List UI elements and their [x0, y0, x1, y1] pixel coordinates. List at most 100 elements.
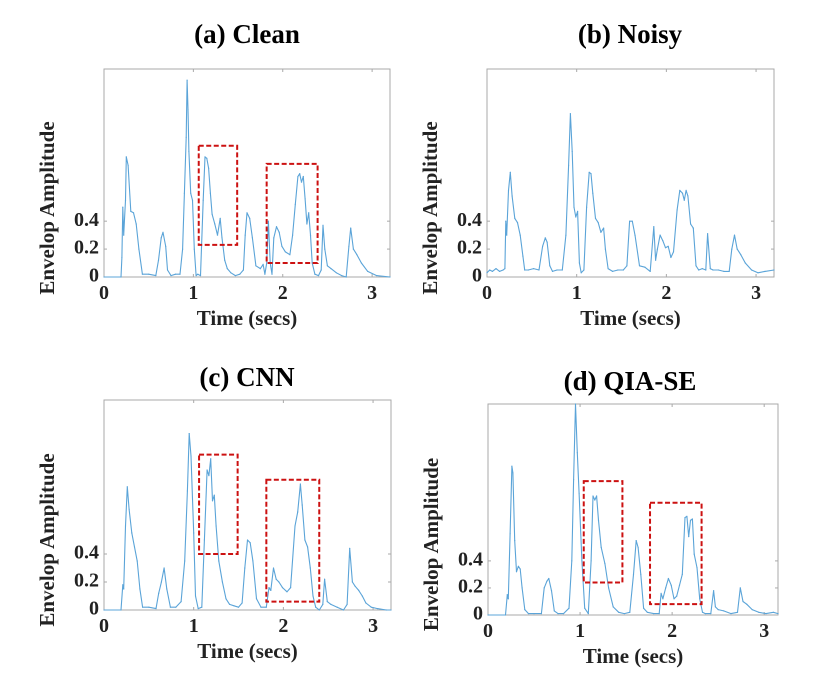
data-point — [617, 269, 619, 271]
data-point — [361, 595, 363, 597]
data-point — [728, 270, 730, 272]
data-point — [679, 189, 681, 191]
data-point — [730, 613, 732, 615]
data-point — [142, 606, 144, 608]
data-point — [634, 234, 636, 236]
data-point — [664, 247, 667, 249]
x-tick-label: 1 — [575, 620, 585, 642]
y-axis-label: Envelop Amplitude — [419, 458, 443, 631]
data-point — [259, 268, 261, 270]
data-point — [136, 560, 138, 562]
data-point — [180, 601, 182, 603]
data-point — [370, 606, 372, 608]
data-point — [587, 613, 589, 615]
data-point — [131, 532, 133, 534]
data-point — [687, 195, 689, 197]
x-tick-label: 0 — [482, 282, 492, 304]
data-point — [255, 265, 257, 267]
data-point — [714, 606, 717, 608]
data-point — [260, 606, 262, 608]
data-point — [553, 610, 555, 612]
axes-frame — [486, 68, 775, 278]
subplot-b: (b) Noisy 0 1 2 3 0 0.2 0.4 Time (secs) Envelop A… — [418, 19, 775, 330]
data-point — [148, 273, 150, 275]
envelope-line — [486, 113, 775, 274]
data-point — [376, 608, 379, 610]
data-point — [556, 269, 558, 271]
data-point — [132, 212, 135, 214]
data-point — [512, 472, 514, 474]
data-point — [336, 606, 338, 608]
data-point — [655, 259, 657, 261]
data-point — [208, 475, 210, 477]
data-point — [486, 272, 488, 274]
data-point — [267, 220, 269, 222]
data-point — [314, 273, 316, 275]
data-point — [704, 613, 706, 615]
data-point — [306, 223, 308, 225]
data-point — [122, 584, 124, 586]
data-point — [326, 265, 328, 267]
data-point — [723, 610, 725, 612]
data-point — [594, 499, 596, 501]
data-point — [746, 603, 748, 605]
data-point — [717, 269, 720, 271]
data-point — [580, 272, 582, 274]
data-point — [571, 560, 573, 562]
data-point — [166, 269, 169, 271]
data-point — [183, 192, 185, 194]
data-point — [562, 613, 565, 615]
data-point — [757, 272, 759, 274]
data-point — [324, 578, 326, 580]
data-point — [632, 573, 635, 576]
data-point — [155, 275, 157, 277]
data-point — [612, 270, 614, 272]
highlight-box — [265, 162, 319, 265]
data-point — [623, 613, 625, 615]
data-point — [123, 588, 125, 590]
data-point — [193, 248, 195, 250]
data-point — [127, 164, 129, 166]
data-point — [603, 227, 605, 229]
data-point — [736, 611, 739, 613]
data-point — [335, 272, 337, 274]
data-point — [594, 217, 597, 219]
axes-frame — [103, 399, 392, 611]
data-point — [197, 273, 199, 275]
data-point — [689, 519, 692, 521]
data-point — [681, 573, 683, 576]
data-point — [213, 494, 215, 496]
data-point — [699, 598, 701, 600]
data-point — [670, 584, 672, 586]
data-point — [266, 262, 268, 264]
data-point — [524, 609, 526, 611]
data-point — [600, 231, 602, 233]
y-tick-label: 0 — [473, 603, 483, 625]
axes-frame — [103, 68, 391, 278]
data-point — [121, 256, 123, 259]
x-axis-label: Time (secs) — [197, 306, 298, 330]
data-point — [629, 611, 631, 613]
data-point — [712, 269, 714, 271]
data-point — [643, 607, 645, 609]
data-point — [751, 269, 753, 271]
data-point — [385, 609, 388, 611]
data-point — [495, 268, 497, 270]
y-tick-label: 0.2 — [457, 237, 482, 259]
data-point — [188, 150, 190, 152]
data-point — [742, 600, 744, 603]
data-point — [695, 265, 697, 267]
highlight-box — [265, 478, 321, 603]
data-point — [278, 581, 280, 583]
data-point — [389, 276, 391, 278]
data-point — [271, 273, 273, 275]
data-point — [123, 234, 125, 236]
x-tick-label: 1 — [189, 615, 199, 637]
data-point — [540, 613, 543, 615]
data-point — [281, 587, 284, 589]
data-point — [575, 216, 577, 218]
envelope-line — [104, 79, 391, 278]
data-point — [163, 567, 165, 569]
data-point — [158, 592, 160, 594]
data-point — [577, 210, 579, 212]
